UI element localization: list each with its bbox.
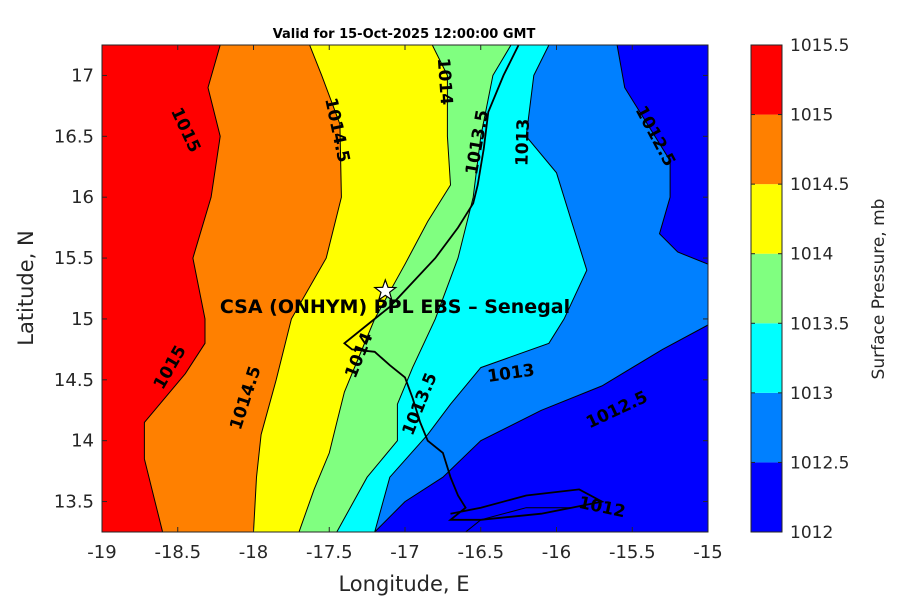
x-tick-label-3: -17.5 (306, 542, 353, 563)
colorbar-label-0: 1012 (790, 523, 833, 543)
isobar-1013-4 (374, 45, 588, 532)
site-star-icon (373, 278, 398, 302)
isobar-1015-0 (143, 45, 221, 532)
colorbar-label-2: 1013 (790, 384, 833, 404)
x-tick-label-0: -19 (87, 542, 116, 563)
y-tick-label-3: 15 (71, 309, 94, 330)
chart-title: Valid for 15-Oct-2025 12:00:00 GMT (273, 27, 536, 42)
colorbar-swatch-4 (751, 184, 782, 254)
colorbar-swatch-6 (751, 45, 782, 115)
colorbar-swatch-0 (751, 462, 782, 532)
x-tick-label-4: -17 (390, 542, 419, 563)
colorbar-frame (750, 44, 783, 533)
coastline (342, 45, 605, 521)
colorbar-label: Surface Pressure, mb (869, 199, 889, 380)
site-name-label: CSA (ONHYM) PPL EBS – Senegal (220, 296, 570, 318)
x-tick-label-1: -18.5 (154, 542, 201, 563)
x-tick-label-2: -18 (239, 542, 268, 563)
isobar-1012-5-5 (616, 45, 708, 265)
colorbar-label-7: 1015.5 (790, 36, 849, 56)
colorbar-label-3: 1013.5 (790, 314, 849, 334)
colorbar-swatch-2 (751, 323, 782, 393)
x-tick-label-6: -16 (542, 542, 571, 563)
colorbar-label-6: 1015 (790, 106, 833, 126)
x-tick-label-5: -16.5 (457, 542, 504, 563)
site-marker-group: CSA (ONHYM) PPL EBS – Senegal (220, 278, 570, 318)
colorbar: 1012 1012.5 1013 1013.5 1014 1014.5 1015 1015.5 (750, 36, 849, 543)
isobar-label-2: 1014 (433, 57, 456, 106)
x-axis-label: Longitude, E (338, 572, 469, 596)
x-tick-label-7: -15.5 (609, 542, 656, 563)
isobar-1012-5-6 (374, 324, 708, 532)
x-tick-label-8: -15 (693, 542, 722, 563)
y-tick-label-4: 15.5 (54, 248, 94, 269)
isobar-label-4: 1013 (512, 118, 534, 166)
colorbar-swatch-5 (751, 114, 782, 185)
y-axis-label: Latitude, N (14, 230, 38, 346)
band-1015 (102, 45, 221, 532)
y-tick-label-7: 17 (71, 65, 94, 86)
y-tick-label-0: 13.5 (54, 492, 94, 513)
colorbar-label-4: 1014 (790, 245, 833, 265)
x-axis: -19 -18.5 -18 -17.5 -17 -16.5 -16 -15.5 -15 (87, 45, 723, 563)
colorbar-swatch-1 (751, 392, 782, 463)
y-tick-label-6: 16.5 (54, 126, 94, 147)
isobar-1013-5-3 (336, 45, 512, 532)
isobar-1014-5-1 (253, 45, 342, 532)
colorbar-swatch-3 (751, 253, 782, 324)
y-tick-label-5: 16 (71, 187, 94, 208)
colorbar-label-1: 1012.5 (790, 453, 849, 473)
y-tick-label-2: 14.5 (54, 370, 94, 391)
y-axis: 13.5 14 14.5 15 15.5 16 16.5 17 (54, 65, 708, 513)
colorbar-label-5: 1014.5 (790, 175, 849, 195)
y-tick-label-1: 14 (71, 431, 94, 452)
pressure-bands (102, 45, 708, 532)
